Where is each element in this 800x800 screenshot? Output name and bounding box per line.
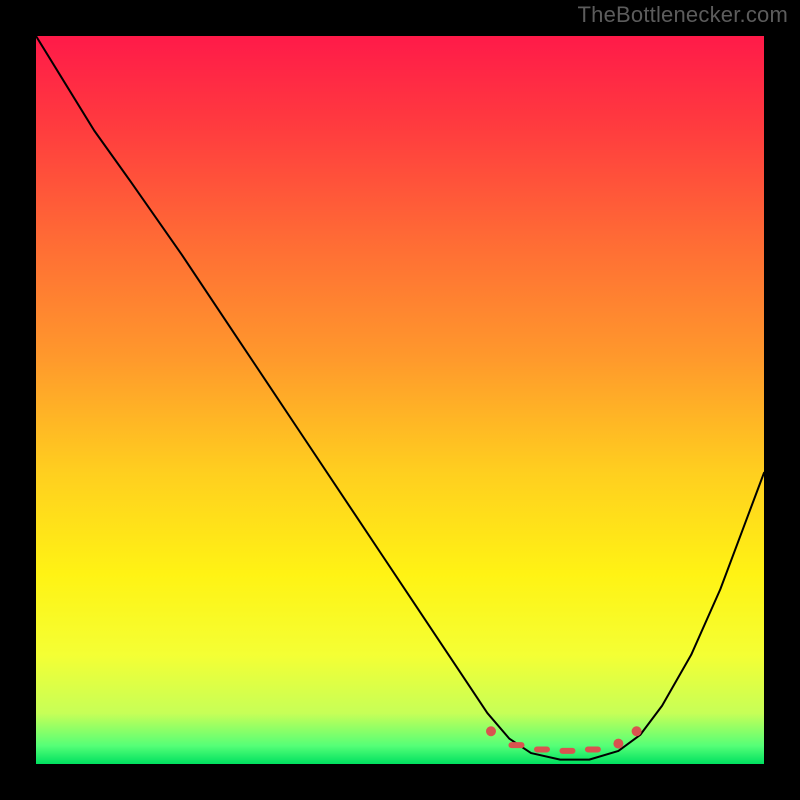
trough-dot [632,726,642,736]
chart-canvas: TheBottlenecker.com [0,0,800,800]
trough-dash [508,742,524,748]
trough-dot [613,739,623,749]
watermark-text: TheBottlenecker.com [578,2,788,28]
trough-dash [534,746,550,752]
plot-svg [36,36,764,764]
trough-dash [585,746,601,752]
plot-area [36,36,764,764]
gradient-background [36,36,764,764]
trough-dash [559,748,575,754]
trough-dot [486,726,496,736]
